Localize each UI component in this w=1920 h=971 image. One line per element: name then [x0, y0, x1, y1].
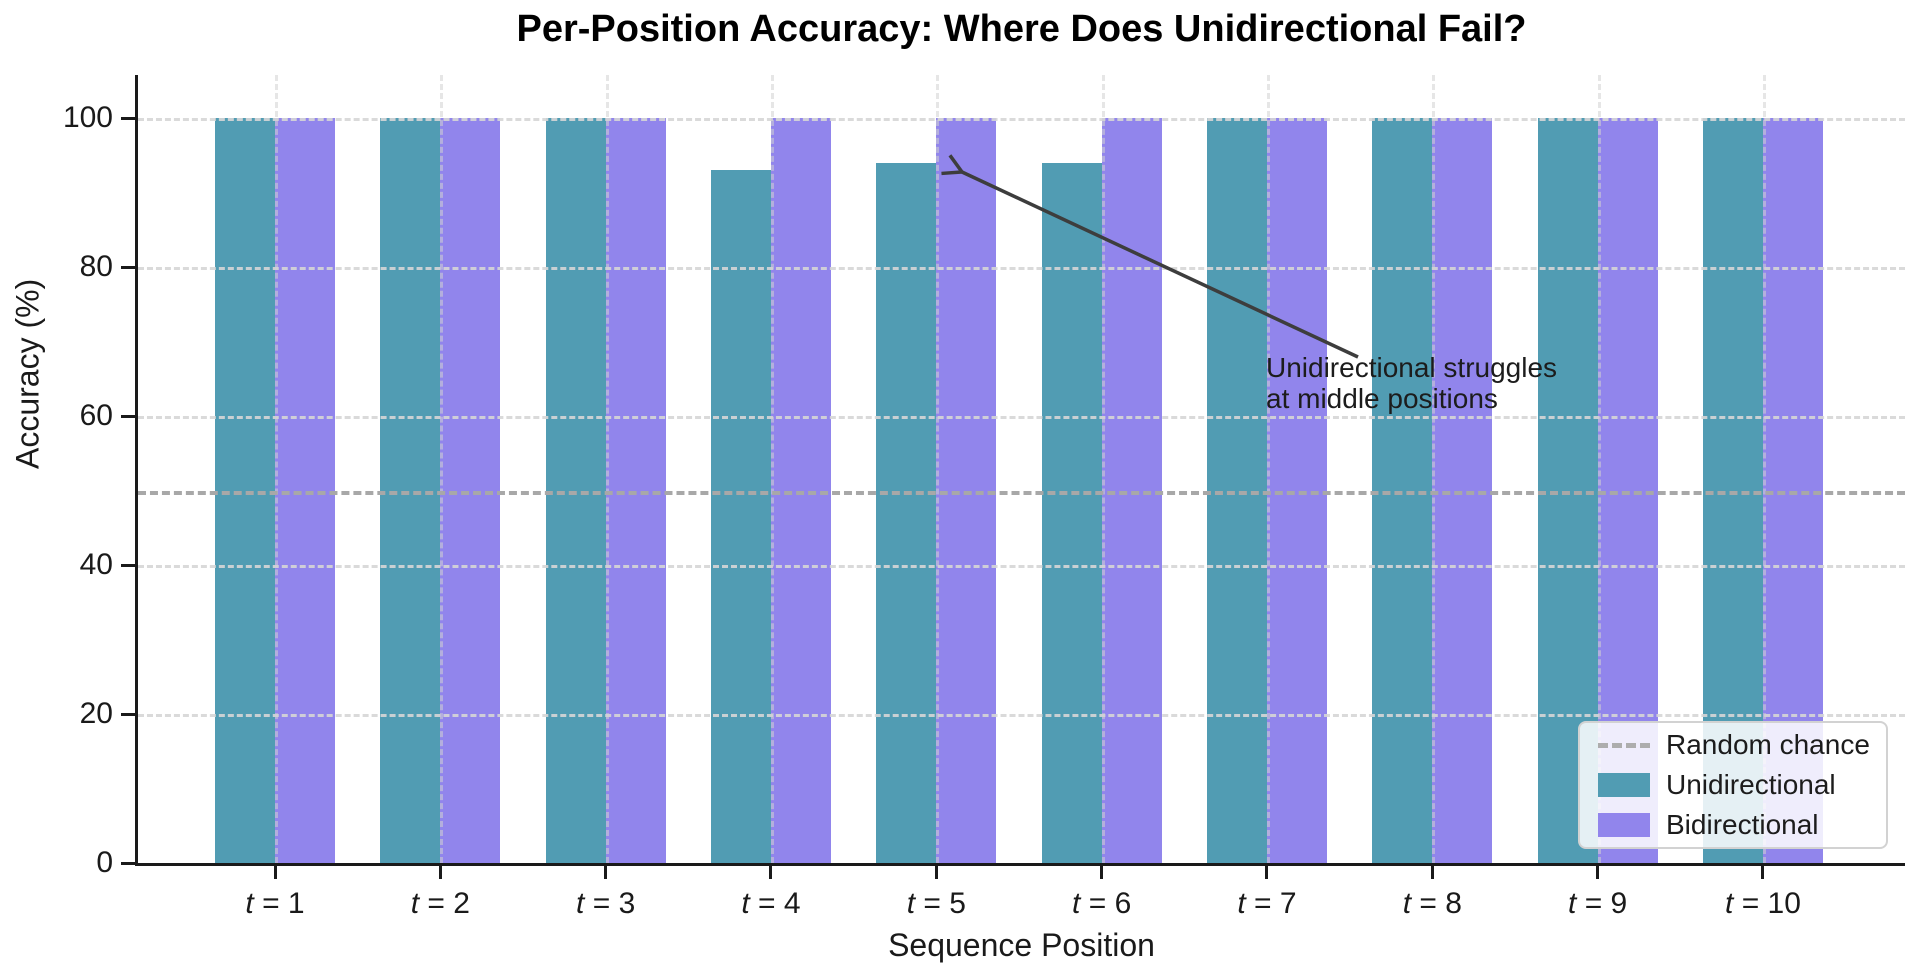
unidirectional-bar	[710, 170, 771, 863]
bidirectional-swatch	[1598, 813, 1650, 837]
dashed-line-swatch	[1598, 742, 1650, 748]
plot-area: Accuracy (%) 0 20 40 60 80 100 t = 1 t = 2 t = …	[10, 75, 1905, 963]
x-tick-mark	[934, 866, 938, 879]
y-tick-label: 40	[79, 548, 113, 581]
unidirectional-bar	[876, 162, 937, 863]
x-tick-label: t = 9	[1568, 887, 1628, 920]
x-tick-mark	[604, 866, 608, 879]
x-tick-label: t = 8	[1402, 887, 1462, 920]
y-tick-mark	[121, 712, 135, 716]
legend: Random chance Unidirectional Bidirection…	[1578, 721, 1888, 849]
gridline-vertical	[1762, 75, 1766, 863]
y-axis-label: Accuracy (%)	[9, 278, 46, 469]
x-tick-mark	[1761, 866, 1765, 879]
y-tick-mark	[121, 414, 135, 418]
gridline-horizontal	[138, 565, 1905, 568]
x-tick-label: t = 5	[906, 887, 966, 920]
legend-label: Bidirectional	[1666, 809, 1819, 840]
x-axis-spine	[135, 863, 1905, 866]
gridline-vertical	[1597, 75, 1601, 863]
x-tick-mark	[1265, 866, 1269, 879]
x-tick-label: t = 1	[245, 887, 305, 920]
chart-title: Per-Position Accuracy: Where Does Unidir…	[516, 8, 1527, 50]
x-tick-label: t = 2	[410, 887, 470, 920]
gridline-vertical	[1266, 75, 1270, 863]
y-tick-mark	[121, 265, 135, 269]
y-tick-mark	[121, 116, 135, 120]
x-tick-mark	[769, 866, 773, 879]
y-tick-label: 20	[79, 697, 113, 730]
x-tick-mark	[438, 866, 442, 879]
unidirectional-swatch	[1598, 773, 1650, 797]
gridline-horizontal	[138, 118, 1905, 121]
random-chance-dashed-line	[138, 490, 1905, 495]
legend-item-unidirectional: Unidirectional	[1598, 769, 1886, 801]
gridline-horizontal	[138, 714, 1905, 717]
gridline-vertical	[1432, 75, 1436, 863]
gridline-horizontal	[138, 416, 1905, 419]
legend-label: Random chance	[1666, 729, 1870, 760]
gridline-vertical	[605, 75, 609, 863]
legend-label: Unidirectional	[1666, 769, 1836, 800]
gridline-vertical	[440, 75, 444, 863]
x-tick-mark	[273, 866, 277, 879]
y-tick-label: 60	[79, 399, 113, 432]
x-tick-label: t = 6	[1072, 887, 1132, 920]
x-tick-mark	[1100, 866, 1104, 879]
x-axis-label: Sequence Position	[888, 927, 1155, 963]
legend-item-bidirectional: Bidirectional	[1598, 809, 1886, 841]
x-tick-label: t = 4	[741, 887, 801, 920]
x-tick-label: t = 7	[1237, 887, 1297, 920]
y-tick-label: 100	[62, 101, 113, 134]
y-tick-mark	[121, 563, 135, 567]
y-tick-label: 80	[79, 250, 113, 283]
legend-item-random-chance: Random chance	[1598, 729, 1886, 761]
gridline-vertical	[1101, 75, 1105, 863]
gridline-horizontal	[138, 267, 1905, 270]
annotation-text: Unidirectional struggles at middle posit…	[1266, 352, 1558, 414]
gridline-vertical	[275, 75, 278, 863]
y-tick-mark	[121, 861, 135, 865]
gridline-vertical	[936, 75, 940, 863]
x-tick-label: t = 10	[1725, 887, 1801, 920]
x-tick-label: t = 3	[576, 887, 636, 920]
gridline-vertical	[770, 75, 774, 863]
x-tick-mark	[1430, 866, 1434, 879]
y-tick-label: 0	[96, 846, 113, 879]
y-axis-spine	[135, 75, 138, 866]
x-tick-mark	[1596, 866, 1600, 879]
